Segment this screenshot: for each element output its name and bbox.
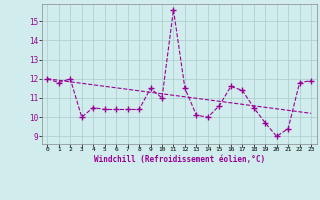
X-axis label: Windchill (Refroidissement éolien,°C): Windchill (Refroidissement éolien,°C)	[94, 155, 265, 164]
